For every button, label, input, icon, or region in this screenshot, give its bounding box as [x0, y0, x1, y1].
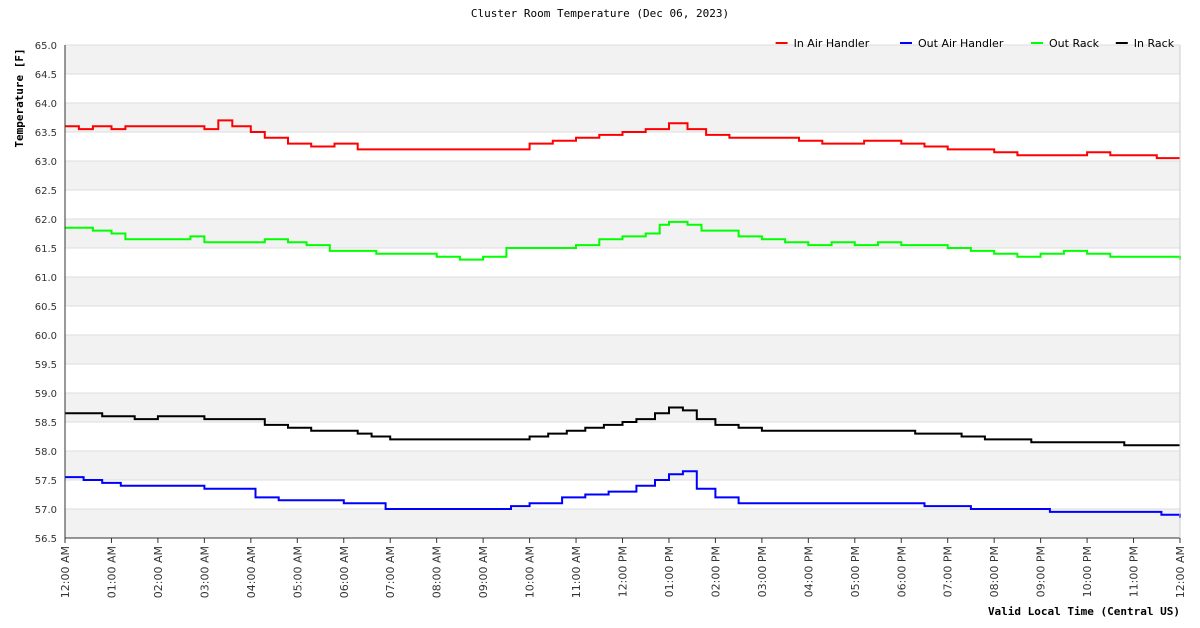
y-tick-label: 63.5: [35, 128, 57, 139]
y-tick-label: 59.0: [35, 389, 57, 400]
axes: [64, 45, 1181, 539]
x-tick-label: 09:00 PM: [1035, 546, 1048, 597]
y-tick-label: 60.5: [35, 302, 57, 313]
y-axis-label: Temperature [F]: [13, 48, 26, 147]
legend-label-in-rack: In Rack: [1134, 37, 1175, 50]
y-tick-label: 65.0: [35, 41, 57, 52]
x-tick-label: 08:00 PM: [988, 546, 1001, 597]
x-tick-label: 02:00 AM: [152, 546, 165, 598]
legend-label-out-rack: Out Rack: [1049, 37, 1100, 50]
x-tick-label: 10:00 AM: [524, 546, 537, 598]
y-tick-label: 61.5: [35, 244, 57, 255]
grid-band: [65, 103, 1180, 132]
legend: In Air Handler Out Air Handler Out Rack In …: [775, 37, 1175, 50]
grid-band: [65, 335, 1180, 364]
grid-band: [65, 277, 1180, 306]
y-tick-label: 62.5: [35, 186, 57, 197]
y-tick-label: 62.0: [35, 215, 57, 226]
legend-label-out-air-handler: Out Air Handler: [918, 37, 1004, 50]
x-tick-label: 10:00 PM: [1081, 546, 1094, 597]
y-tick-label: 64.0: [35, 99, 57, 110]
x-tick-label: 11:00 PM: [1128, 546, 1141, 597]
x-ticks: 12:00 AM 01:00 AM 02:00 AM 03:00 AM 04:00 AM…: [59, 538, 1187, 598]
y-tick-label: 61.0: [35, 273, 57, 284]
series-lines: [65, 119, 1181, 518]
x-tick-label: 03:00 PM: [756, 546, 769, 597]
grid-band: [65, 393, 1180, 422]
y-tick-label: 59.5: [35, 360, 57, 371]
grid-band: [65, 161, 1180, 190]
legend-label-in-air-handler: In Air Handler: [794, 37, 870, 50]
y-tick-label: 58.0: [35, 447, 57, 458]
grid-band: [65, 219, 1180, 248]
y-tick-label: 56.5: [35, 534, 57, 545]
y-ticks: 65.0 64.5 64.0 63.5 63.0 62.5 62.0 61.5 61.0 60.5…: [35, 41, 57, 545]
x-tick-label: 07:00 AM: [384, 546, 397, 598]
x-tick-label: 09:00 AM: [477, 546, 490, 598]
x-tick-label: 03:00 AM: [198, 546, 211, 598]
x-tick-label: 08:00 AM: [431, 546, 444, 598]
x-axis-label: Valid Local Time (Central US): [988, 605, 1180, 618]
series-line-in-air-handler: [65, 119, 1180, 160]
x-tick-label: 01:00 AM: [105, 546, 118, 598]
chart-title: Cluster Room Temperature (Dec 06, 2023): [471, 7, 729, 20]
x-tick-label: 05:00 PM: [849, 546, 862, 597]
x-tick-label: 12:00 PM: [617, 546, 630, 597]
x-tick-label: 11:00 AM: [570, 546, 583, 598]
series-line-out-rack: [65, 220, 1181, 261]
y-tick-label: 60.0: [35, 331, 57, 342]
grid-band: [65, 509, 1180, 538]
grid-bands: [65, 45, 1180, 538]
x-tick-label: 07:00 PM: [942, 546, 955, 597]
x-tick-label: 02:00 PM: [709, 546, 722, 597]
y-tick-label: 58.5: [35, 418, 57, 429]
y-tick-label: 57.0: [35, 505, 57, 516]
x-tick-label: 06:00 AM: [338, 546, 351, 598]
x-tick-label: 12:00 AM: [59, 546, 72, 598]
grid-band: [65, 45, 1180, 74]
series-line-in-rack: [65, 406, 1180, 447]
y-tick-label: 63.0: [35, 157, 57, 168]
grid-band: [65, 451, 1180, 480]
y-tick-label: 64.5: [35, 70, 57, 81]
x-tick-label: 06:00 PM: [895, 546, 908, 597]
x-tick-label: 12:00 AM: [1174, 546, 1187, 598]
x-tick-label: 04:00 PM: [802, 546, 815, 597]
series-line-out-air-handler: [65, 470, 1181, 518]
x-tick-label: 04:00 AM: [245, 546, 258, 598]
x-tick-label: 05:00 AM: [291, 546, 304, 598]
y-tick-label: 57.5: [35, 476, 57, 487]
x-tick-label: 01:00 PM: [663, 546, 676, 597]
